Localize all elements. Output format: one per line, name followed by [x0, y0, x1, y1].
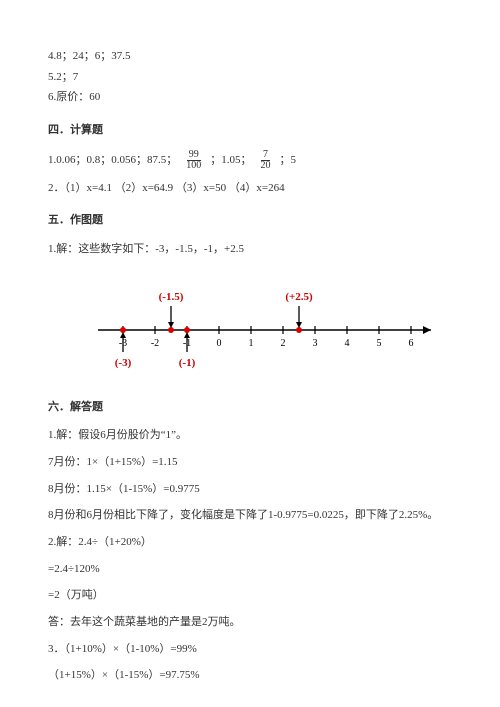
s4-q1-a: 1.0.06；0.8；0.056；87.5；	[48, 151, 177, 170]
svg-text:2: 2	[281, 338, 286, 349]
fraction-7-20: 7 20	[259, 150, 273, 171]
s4-q1-c: ；5	[280, 151, 297, 170]
top-line-3: 6.原价：60	[48, 88, 452, 107]
s6-line: 8月份：1.15×（1-15%）=0.9775	[48, 480, 452, 499]
s6-line: 3．（1+10%）×（1-10%）=99%	[48, 640, 452, 659]
svg-text:1: 1	[249, 338, 254, 349]
s6-lines: 1.解：假设6月份股价为“1”。 7月份：1×（1+15%）=1.15 8月份：1.…	[48, 426, 452, 685]
s6-line: 2.解：2.4÷（1+20%）	[48, 533, 452, 552]
svg-text:(-1): (-1)	[179, 357, 196, 369]
s6-line: =2（万吨）	[48, 586, 452, 605]
s4-q1: 1.0.06；0.8；0.056；87.5； 99 100 ；1.05； 7 2…	[48, 150, 452, 171]
s6-line: 7月份：1×（1+15%）=1.15	[48, 453, 452, 472]
s6-line: 答：去年这个蔬菜基地的产量是2万吨。	[48, 613, 452, 632]
s6-line: 1.解：假设6月份股价为“1”。	[48, 426, 452, 445]
svg-text:3: 3	[313, 338, 318, 349]
s4-q1-b: ；1.05；	[210, 151, 251, 170]
svg-text:(-3): (-3)	[115, 357, 132, 369]
s6-line: （1+15%）×（1-15%）=97.75%	[48, 666, 452, 685]
svg-text:5: 5	[377, 338, 382, 349]
s5-q1: 1.解：这些数字如下：-3，-1.5，-1，+2.5	[48, 240, 452, 259]
s4-q2: 2．（1）x=4.1 （2）x=64.9 （3）x=50 （4）x=264	[48, 179, 452, 198]
svg-text:6: 6	[409, 338, 414, 349]
s6-line: =2.4÷120%	[48, 560, 452, 579]
top-line-2: 5.2；7	[48, 68, 452, 87]
svg-text:(-1.5): (-1.5)	[159, 291, 184, 303]
svg-text:4: 4	[345, 338, 350, 349]
section-5-heading: 五．作图题	[48, 211, 452, 230]
s6-line: 8月份和6月份相比下降了，变化幅度是下降了1-0.9775=0.0225，即下降…	[48, 506, 452, 525]
svg-text:-2: -2	[151, 338, 159, 349]
top-line-1: 4.8；24；6；37.5	[48, 47, 452, 66]
number-line-diagram: -3-2-10123456(-1.5)(+2.5)(-3)(-1)	[88, 275, 452, 382]
section-4-heading: 四．计算题	[48, 121, 452, 140]
svg-text:0: 0	[217, 338, 222, 349]
svg-text:(+2.5): (+2.5)	[285, 291, 313, 303]
section-6-heading: 六．解答题	[48, 398, 452, 417]
fraction-99-100: 99 100	[184, 150, 203, 171]
